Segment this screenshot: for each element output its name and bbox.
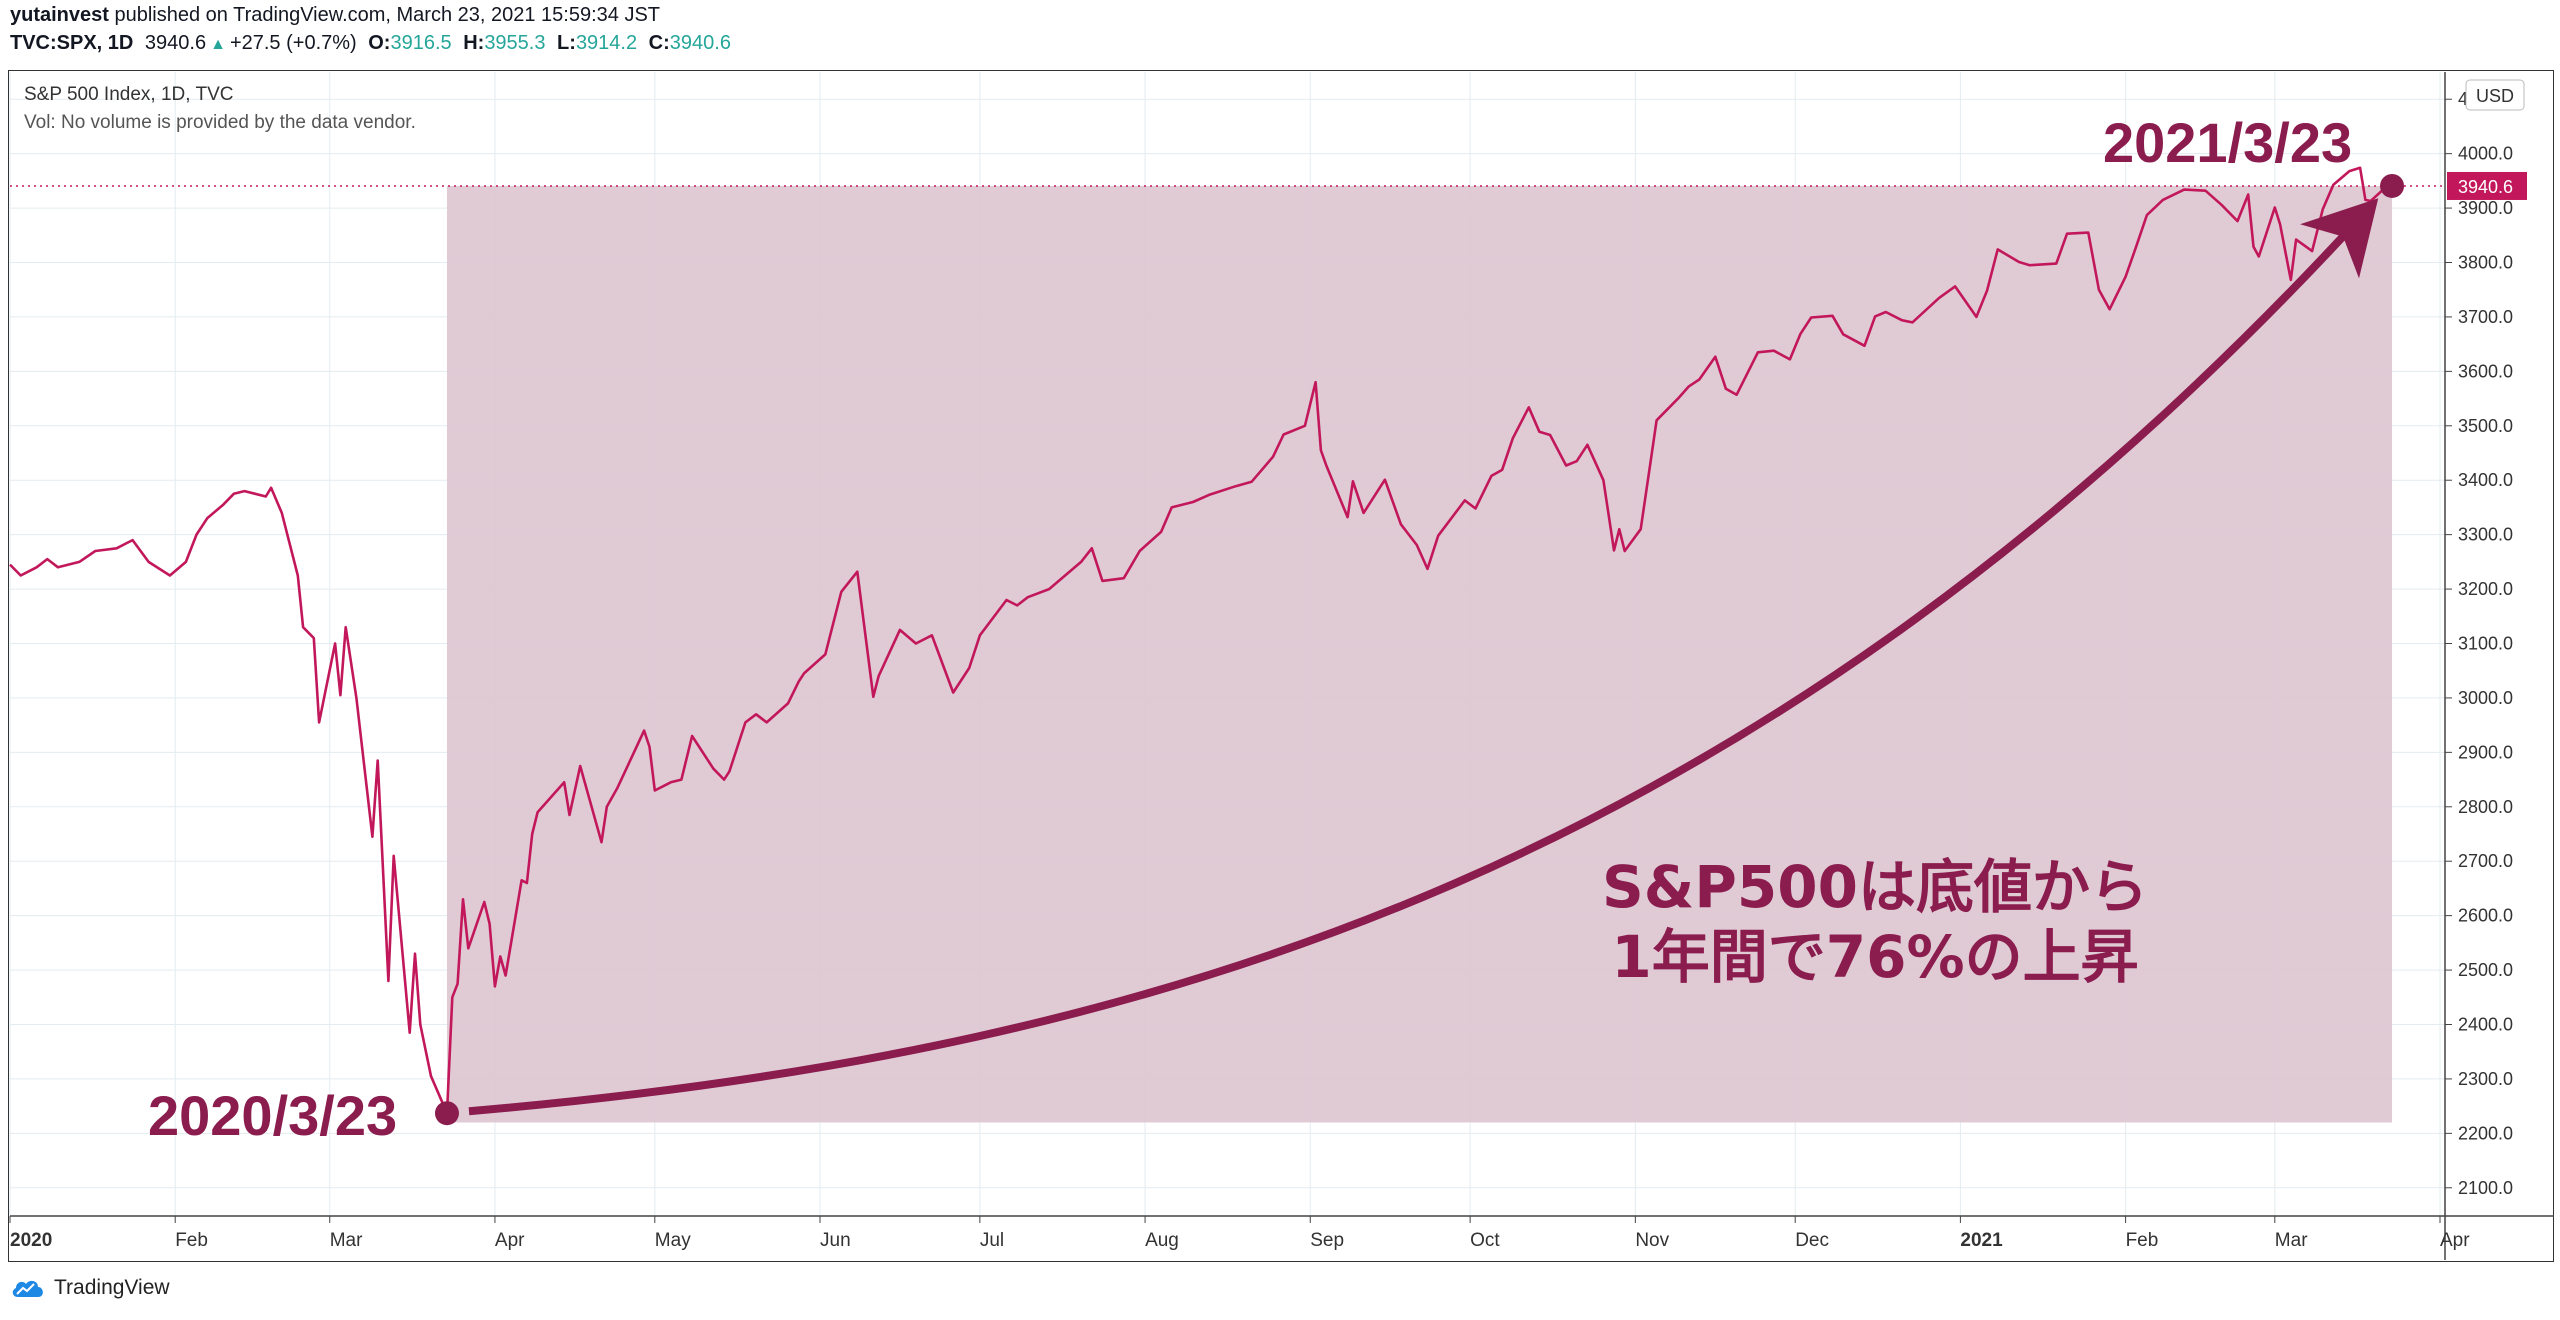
- last-price-tag: 3940.6: [2447, 171, 2527, 200]
- x-tick-label: 2021: [1960, 1230, 2003, 1251]
- y-tick-label: 2300.0: [2458, 1069, 2513, 1089]
- y-tick-label: 3100.0: [2458, 634, 2513, 654]
- close-label: C:: [648, 32, 670, 54]
- x-tick-label: Dec: [1795, 1230, 1829, 1251]
- y-tick-label: 3900.0: [2458, 198, 2513, 218]
- x-tick-label: Feb: [175, 1230, 208, 1251]
- cloud-logo-icon: [12, 1280, 43, 1297]
- y-axis: 4100.04000.03900.03800.03700.03600.03500…: [2444, 72, 2513, 1260]
- y-tick-label: 2700.0: [2458, 851, 2513, 871]
- y-tick-label: 2200.0: [2458, 1123, 2513, 1143]
- growth-arrow: [468, 198, 2379, 1116]
- y-tick-label: 3200.0: [2458, 579, 2513, 599]
- message-line-2: 1年間で76%の上昇: [1611, 923, 2138, 991]
- currency-badge[interactable]: USD: [2465, 79, 2525, 111]
- high-value: 3955.3: [484, 32, 546, 54]
- end-date-label: 2021/3/23: [2103, 111, 2352, 174]
- last-price-tag-text: 3940.6: [2458, 177, 2513, 197]
- y-tick-label: 2800.0: [2458, 797, 2513, 817]
- x-tick-label: Apr: [2440, 1230, 2470, 1251]
- up-arrow-icon: ▲: [210, 36, 226, 53]
- price-series-line: [9, 166, 2393, 1115]
- high-label: H:: [463, 32, 485, 54]
- chart-frame[interactable]: [8, 70, 2554, 1262]
- y-tick-label: 2600.0: [2458, 906, 2513, 926]
- symbol-label[interactable]: TVC:SPX, 1D: [10, 32, 134, 54]
- end-point-marker[interactable]: [2380, 173, 2405, 198]
- currency-label: USD: [2476, 86, 2514, 106]
- highlight-range: [446, 185, 2393, 1123]
- open-value: 3916.5: [390, 32, 452, 54]
- message-line-1: S&P500は底値から: [1602, 853, 2148, 921]
- start-point-marker[interactable]: [434, 1101, 459, 1126]
- y-tick-label: 3500.0: [2458, 416, 2513, 436]
- close-value: 3940.6: [669, 32, 731, 54]
- brand-name: TradingView: [54, 1276, 170, 1299]
- x-tick-label: Apr: [495, 1230, 525, 1251]
- x-tick-label: 2020: [10, 1230, 52, 1251]
- volume-note: Vol: No volume is provided by the data v…: [24, 112, 416, 133]
- x-tick-label: Mar: [330, 1230, 363, 1251]
- x-tick-label: May: [655, 1230, 691, 1251]
- ohlc-bar: TVC:SPX, 1D 3940.6 ▲ +27.5 (+0.7%) O:3916.…: [10, 32, 731, 55]
- y-tick-label: 3800.0: [2458, 253, 2513, 273]
- start-date-label: 2020/3/23: [148, 1084, 397, 1147]
- tradingview-logo[interactable]: TradingView: [10, 1276, 170, 1300]
- x-tick-label: Jun: [820, 1230, 851, 1251]
- low-value: 3914.2: [575, 32, 638, 54]
- y-tick-label: 3300.0: [2458, 525, 2513, 545]
- y-tick-label: 2400.0: [2458, 1015, 2513, 1035]
- y-tick-label: 2900.0: [2458, 742, 2513, 762]
- low-label: L:: [557, 32, 576, 54]
- x-tick-label: Nov: [1635, 1230, 1669, 1251]
- x-tick-label: Feb: [2126, 1230, 2159, 1251]
- x-axis: 2020 Feb Mar Apr May Jun Jul Aug Sep Oct Nov Dec 202…: [9, 1215, 2554, 1251]
- last-price: 3940.6: [144, 32, 207, 54]
- chart-legend-title[interactable]: S&P 500 Index, 1D, TVC: [24, 84, 234, 105]
- x-tick-label: Aug: [1145, 1230, 1179, 1251]
- y-tick-label: 4000.0: [2458, 144, 2513, 164]
- y-tick-label: 3400.0: [2458, 470, 2513, 490]
- change-text: +27.5 (+0.7%): [229, 32, 357, 54]
- y-tick-label: 3600.0: [2458, 361, 2513, 381]
- y-tick-label: 2100.0: [2458, 1178, 2513, 1198]
- x-tick-label: Oct: [1470, 1230, 1500, 1251]
- publish-text: published on TradingView.com, March 23, …: [108, 4, 661, 26]
- x-tick-label: Sep: [1310, 1230, 1344, 1251]
- publish-info: yutainvest published on TradingView.com,…: [10, 4, 660, 27]
- x-tick-label: Jul: [980, 1230, 1004, 1251]
- y-tick-label: 3700.0: [2458, 307, 2513, 327]
- open-label: O:: [368, 32, 391, 54]
- y-tick-label: 2500.0: [2458, 960, 2513, 980]
- y-tick-label: 3000.0: [2458, 688, 2513, 708]
- x-tick-label: Mar: [2275, 1230, 2308, 1251]
- author-name[interactable]: yutainvest: [10, 4, 109, 26]
